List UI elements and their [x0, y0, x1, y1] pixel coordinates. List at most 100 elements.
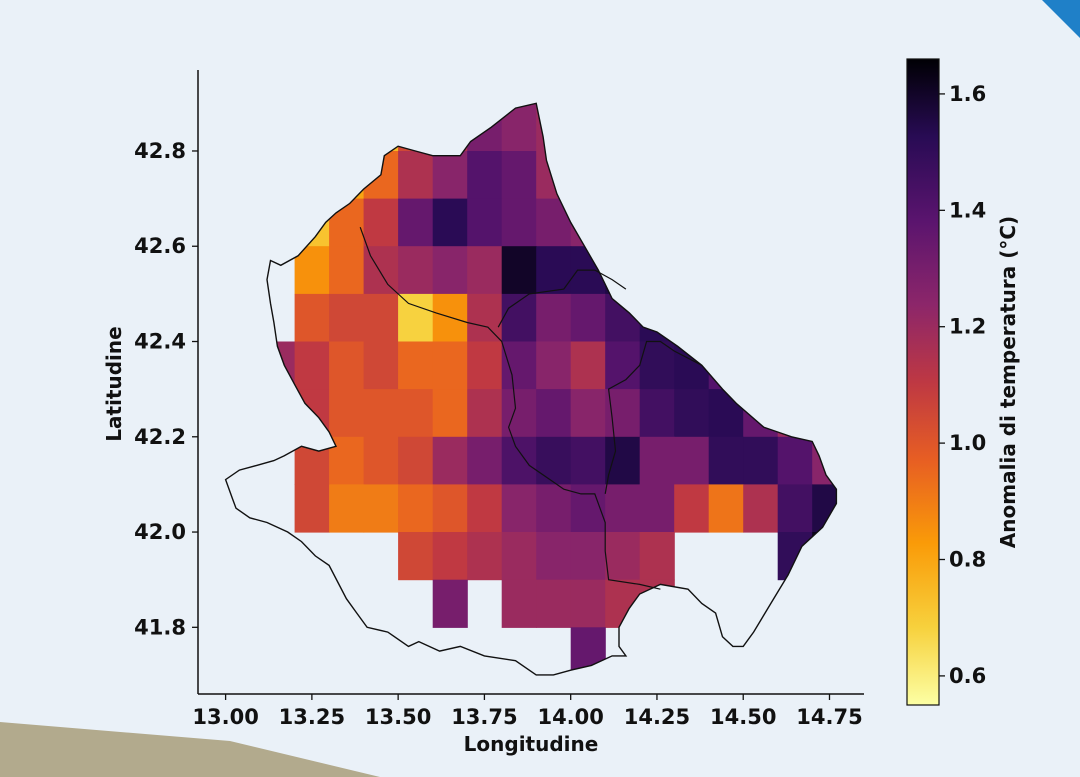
colorbar: 0.6 0.8 1.0 1.2 1.4 1.6 Anomalia di temperatu…	[906, 58, 1020, 706]
heatmap-cell	[329, 246, 365, 295]
heatmap-cell	[674, 389, 710, 438]
heatmap-cell	[708, 484, 744, 533]
heatmap-cell	[329, 293, 365, 343]
heatmap-cell	[501, 579, 537, 628]
x-axis: 13.00 13.25 13.50 13.75 14.00 14.25 14.50 14.75…	[192, 693, 864, 756]
colorbar-tick-label: 0.6	[949, 664, 986, 688]
corner-accent-top-right	[1042, 0, 1080, 38]
heatmap-cell	[570, 532, 606, 581]
heatmap-cell	[501, 389, 537, 438]
heatmap-cell	[432, 436, 468, 485]
x-tick-label: 13.50	[365, 705, 431, 729]
heatmap-cell	[639, 532, 675, 581]
heatmap-cell	[605, 389, 641, 438]
heatmap-cell	[570, 293, 606, 343]
heatmap-cell	[432, 579, 468, 628]
x-axis-title: Longitudine	[464, 732, 599, 756]
y-tick-label: 42.6	[134, 234, 186, 258]
y-tick-label: 41.8	[134, 615, 186, 639]
province-border	[604, 340, 703, 495]
heatmap-cell	[398, 246, 434, 295]
heatmap-cell	[536, 389, 572, 438]
heatmap-cell	[467, 532, 503, 581]
x-tick-label: 14.25	[624, 705, 690, 729]
heatmap-cell	[536, 484, 572, 533]
heatmap-cell	[398, 484, 434, 533]
heatmap-cell	[639, 341, 675, 390]
corner-accent-bottom-left	[0, 722, 380, 777]
heatmap-cell	[294, 341, 330, 390]
heatmap-cell	[329, 484, 365, 533]
heatmap-cell	[605, 341, 641, 390]
heatmap-cell	[570, 436, 606, 485]
heatmap-cell	[536, 341, 572, 390]
colorbar-tick-label: 1.0	[949, 431, 986, 455]
heatmap-cell	[536, 246, 572, 295]
heatmap-cell	[398, 389, 434, 438]
heatmap-cell	[467, 246, 503, 295]
heatmap-cell	[743, 436, 779, 485]
heatmap-cell	[432, 246, 468, 295]
colorbar-tick-label: 0.8	[949, 548, 986, 572]
heatmap-cell	[398, 198, 434, 247]
heatmap-cell	[432, 532, 468, 581]
x-tick-label: 14.75	[796, 705, 862, 729]
colorbar-tick-label: 1.2	[949, 315, 986, 339]
x-tick-label: 14.50	[710, 705, 776, 729]
province-border	[359, 226, 661, 590]
heatmap-cell	[467, 436, 503, 485]
heatmap-cell	[501, 484, 537, 533]
heatmap-cell	[605, 532, 641, 581]
x-tick-label: 13.25	[279, 705, 345, 729]
heatmap-cell	[467, 198, 503, 247]
y-axis: 41.8 42.0 42.2 42.4 42.6 42.8 Latitudine	[102, 70, 199, 694]
heatmap-cell	[467, 484, 503, 533]
heatmap-cell	[398, 151, 434, 200]
heatmap-cell	[570, 389, 606, 438]
heatmap-cell	[501, 151, 537, 200]
x-tick-label: 13.00	[192, 705, 258, 729]
heatmap-cell	[501, 532, 537, 581]
y-tick-label: 42.4	[134, 330, 186, 354]
heatmap-cell	[501, 293, 537, 343]
y-axis-title: Latitudine	[102, 326, 126, 441]
heatmap-cell	[363, 246, 399, 295]
region-outline	[224, 102, 838, 676]
heatmap-cell	[432, 293, 468, 343]
heatmap-cell	[777, 484, 813, 533]
heatmap-cell	[467, 151, 503, 200]
heatmap-cell	[536, 532, 572, 581]
heatmap-cell	[536, 579, 572, 628]
heatmap-cell	[777, 436, 813, 485]
y-tick-label: 42.0	[134, 520, 186, 544]
heatmap-cell	[432, 198, 468, 247]
heatmap-cell	[398, 532, 434, 581]
heatmap-cell	[398, 293, 434, 343]
heatmap-cell	[363, 484, 399, 533]
heatmap-cell	[294, 293, 330, 343]
heatmap-cell	[363, 436, 399, 485]
heatmap-cell	[536, 293, 572, 343]
heatmap-cell	[501, 198, 537, 247]
heatmap-cell	[536, 436, 572, 485]
heatmap-cell	[329, 389, 365, 438]
heatmap-cell	[432, 484, 468, 533]
heatmap-cell	[329, 341, 365, 390]
colorbar-title: Anomalia di temperatura (°C)	[996, 216, 1020, 548]
heatmap-cell	[467, 389, 503, 438]
x-tick-label: 14.00	[537, 705, 603, 729]
heatmap-cell	[432, 389, 468, 438]
x-tick-label: 13.75	[451, 705, 517, 729]
heatmap-cell	[570, 579, 606, 628]
heatmap-cell	[501, 341, 537, 390]
heatmap-cell	[605, 436, 641, 485]
heatmap-cell	[432, 341, 468, 390]
heatmap-cell	[467, 293, 503, 343]
heatmap-cell	[432, 151, 468, 200]
heatmap-cell	[467, 341, 503, 390]
heatmap-cell	[398, 341, 434, 390]
y-tick-label: 42.8	[134, 139, 186, 163]
heatmap-cell	[294, 484, 330, 533]
heatmap-cell	[674, 436, 710, 485]
